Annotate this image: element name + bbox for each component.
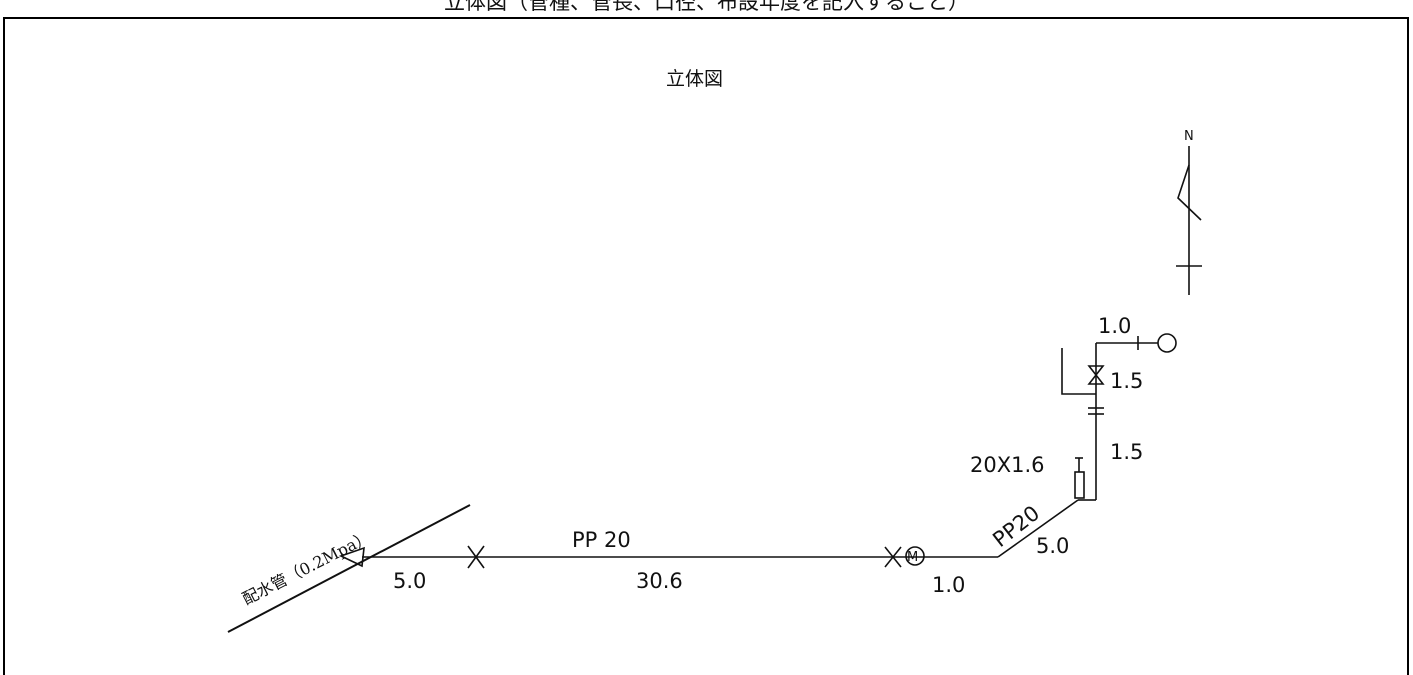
- meter-length-label: 1.0: [932, 573, 965, 597]
- meter-stop-valve-icon-b: [884, 546, 902, 568]
- fitting-icon: [1074, 471, 1085, 499]
- top-caption: 立体図（管種、管長、口径、布設年度を記入すること）: [444, 0, 969, 14]
- main-length-label: 30.6: [636, 569, 683, 593]
- stop-valve-icon-b: [467, 545, 485, 569]
- riser-bracket: [1061, 348, 1096, 395]
- riser-lower-length-label: 1.5: [1110, 440, 1143, 464]
- distribution-main-line: [227, 504, 471, 633]
- water-meter-icon: [905, 546, 925, 566]
- water-meter-symbol: M: [907, 550, 918, 565]
- gate-valve-icon: [1087, 365, 1105, 385]
- diagonal-length-label: 5.0: [1036, 534, 1069, 558]
- compass-north-label: N: [1184, 129, 1194, 144]
- fitting-size-label: 20X1.6: [970, 453, 1045, 477]
- faucet-length-label: 1.0: [1098, 314, 1131, 338]
- diagram-title: 立体図: [666, 68, 724, 90]
- pipe-type-main-label: PP 20: [572, 528, 631, 552]
- first-length-label: 5.0: [393, 569, 426, 593]
- service-line-diagonal: [997, 499, 1079, 558]
- diagram-frame: [3, 17, 1409, 675]
- distribution-main-label: 配水管（0.2Mpa）: [239, 527, 374, 608]
- compass-arrow: [1177, 164, 1202, 221]
- riser-upper-length-label: 1.5: [1110, 369, 1143, 393]
- faucet-icon: [1157, 333, 1177, 353]
